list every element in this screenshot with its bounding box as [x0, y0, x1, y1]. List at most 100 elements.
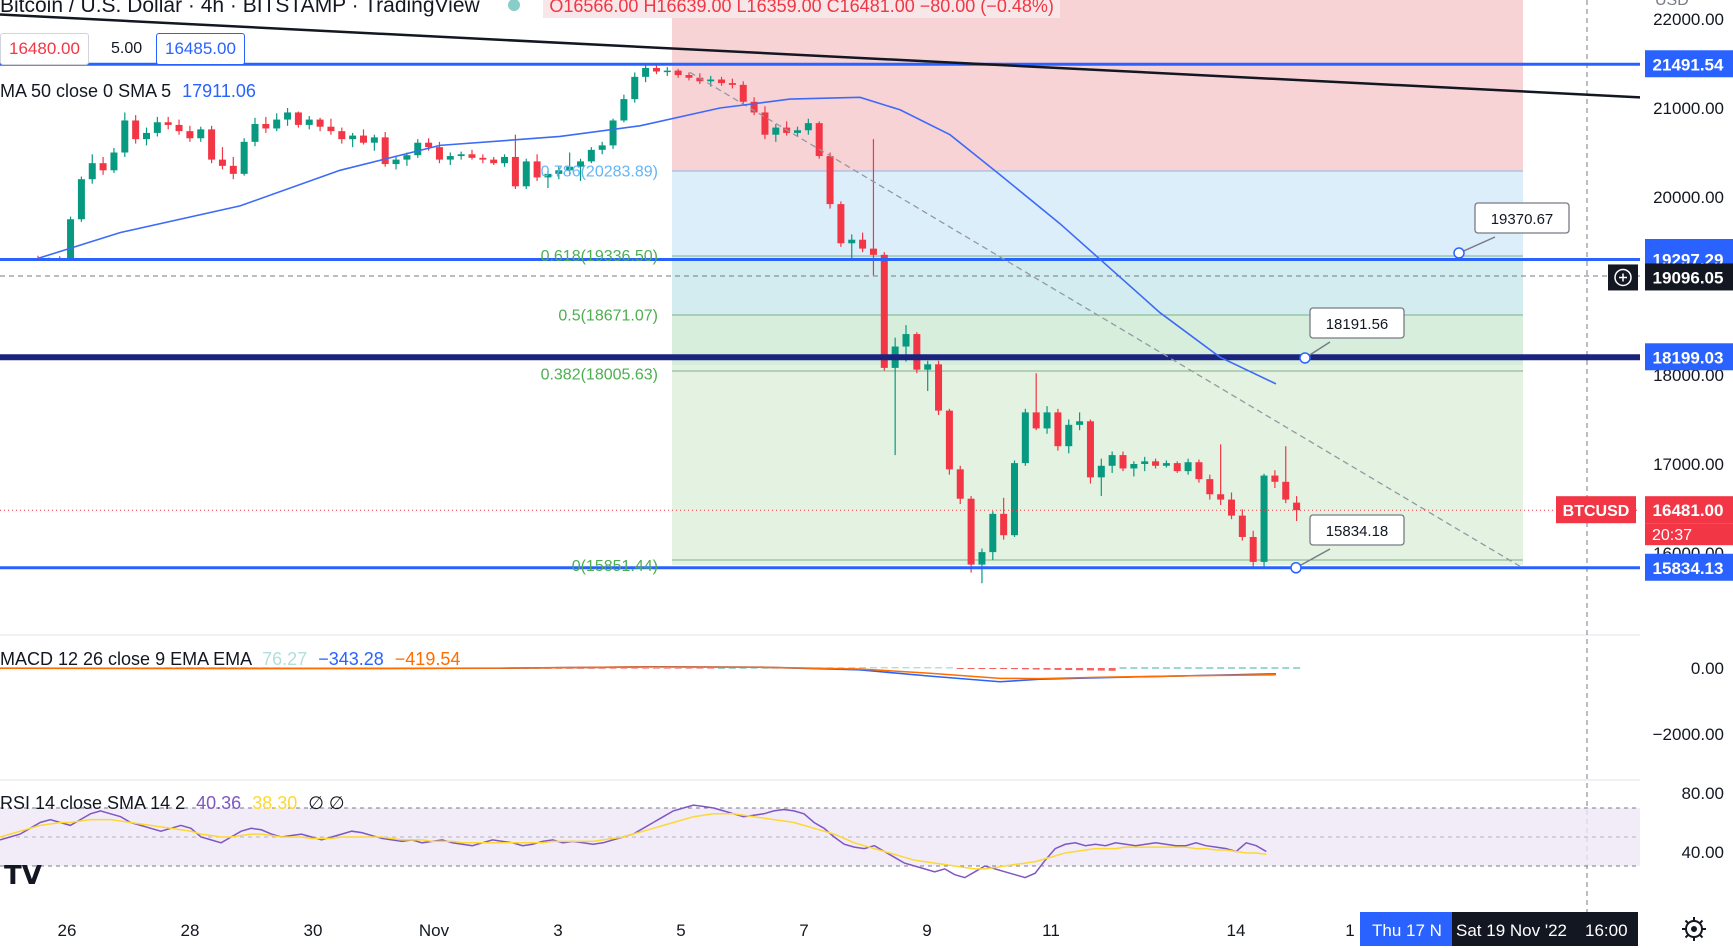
time-tooltip-partial: Thu 17 N	[1372, 921, 1442, 940]
time-tick-label: 5	[676, 921, 685, 940]
macd-histogram-bar	[761, 667, 769, 669]
time-tick-label: 14	[1227, 921, 1246, 940]
candle-body	[414, 142, 422, 156]
sell-price-button[interactable]: 16480.00	[0, 33, 89, 65]
buy-price-button[interactable]: 16485.00	[156, 33, 245, 65]
macd-histogram-bar	[837, 667, 845, 669]
candle-body	[815, 123, 823, 157]
candle-body	[869, 248, 877, 255]
candle-body	[880, 254, 888, 368]
macd-histogram-bar	[902, 667, 910, 669]
macd-histogram-bar	[685, 668, 693, 669]
rsi-value: 40.36	[196, 793, 242, 813]
candle-body	[598, 145, 606, 150]
candle-body	[110, 152, 118, 171]
candle-body	[1119, 455, 1127, 469]
rsi-extra: ∅ ∅	[308, 793, 345, 813]
candle-body	[685, 75, 693, 78]
macd-signal-value: −419.54	[394, 649, 461, 669]
macd-histogram-bar	[1162, 667, 1170, 669]
candle-body	[1282, 481, 1290, 500]
macd-histogram-bar	[913, 667, 921, 669]
candle-body	[577, 161, 584, 167]
candle-body	[804, 123, 812, 131]
macd-histogram-bar	[663, 668, 671, 669]
macd-histogram-bar	[1086, 668, 1094, 671]
market-status-icon	[507, 0, 520, 12]
price-label-box	[1645, 263, 1733, 291]
tradingview-logo-icon[interactable]: 𝗧𝗩	[4, 860, 42, 890]
candle-body	[1195, 462, 1203, 480]
macd-histogram-bar	[750, 667, 758, 669]
macd-histogram-bar	[1217, 667, 1225, 669]
add-alert-plus-circle	[1614, 268, 1632, 287]
candle-body	[1260, 475, 1268, 562]
time-tooltip-date: Sat 19 Nov '22	[1456, 921, 1567, 940]
candle-body	[121, 120, 129, 153]
macd-histogram-bar	[1108, 668, 1116, 671]
macd-histogram-bar	[1206, 667, 1214, 669]
price-tick-label: 17000.00	[1653, 455, 1724, 474]
price-label: 16481.00	[1653, 501, 1724, 520]
countdown-label: 20:37	[1652, 527, 1692, 544]
time-tooltip-time: 16:00	[1585, 921, 1628, 940]
macd-histogram-bar	[1249, 667, 1257, 669]
rsi-tick-label: 80.00	[1681, 784, 1724, 803]
candle-body	[490, 159, 498, 164]
callout-label: 15834.18	[1326, 523, 1389, 540]
ohlc-low: L16359.00	[736, 0, 822, 16]
macd-histogram-bar	[1011, 668, 1018, 670]
candle-body	[99, 163, 107, 171]
candle-body	[1076, 421, 1084, 425]
candle-body	[1032, 412, 1040, 429]
ma-value: 17911.06	[182, 81, 256, 101]
candle-body	[327, 126, 335, 132]
macd-histogram-bar	[566, 668, 574, 669]
candle-body	[739, 84, 747, 102]
callout-box	[1309, 514, 1405, 546]
candle-body	[1011, 463, 1018, 536]
callout-anchor	[1299, 352, 1311, 364]
candle-body	[143, 132, 150, 140]
macd-histogram-bar	[1119, 667, 1127, 669]
settings-gear-icon[interactable]	[1682, 917, 1706, 941]
macd-histogram-bar	[631, 668, 639, 669]
candle-body	[240, 141, 248, 174]
callout-pointer	[1458, 236, 1496, 254]
callout-anchor	[1290, 562, 1302, 574]
ohlc-readout: O16566.00 H16639.00 L16359.00 C16481.00 …	[543, 0, 1060, 18]
candle-body	[674, 70, 682, 76]
candle-body	[186, 131, 194, 139]
macd-histogram-bar	[577, 668, 584, 669]
candle-body	[457, 154, 465, 157]
macd-histogram-bar	[696, 668, 704, 669]
candle-body	[425, 142, 433, 148]
countdown-box	[1645, 523, 1733, 546]
macd-histogram-bar	[1152, 667, 1160, 669]
candle-body	[935, 364, 943, 411]
time-tick-label: 1	[1345, 921, 1354, 940]
macd-histogram-bar	[1271, 667, 1279, 669]
candle-body	[1228, 499, 1235, 516]
fib-level-label: 0.618(19336.50)	[541, 248, 658, 265]
fib-level-label: 0.5(18671.07)	[558, 307, 658, 324]
candle-body	[197, 129, 205, 139]
candle-body	[761, 112, 769, 135]
candle-body	[468, 154, 476, 158]
candle-body	[208, 129, 216, 160]
add-alert-plus-mark	[1619, 273, 1627, 282]
macd-histogram-bar	[1000, 668, 1008, 669]
price-label: 21491.54	[1653, 55, 1724, 74]
candle-body	[175, 124, 183, 132]
trend-line	[0, 13, 1641, 99]
ma-label: MA 50 close 0 SMA 5	[0, 81, 172, 101]
macd-tick-label: 0.00	[1691, 659, 1724, 678]
macd-histogram-bar	[1021, 668, 1029, 670]
macd-value: −343.28	[318, 649, 384, 669]
candle-body	[902, 334, 910, 347]
macd-histogram-bar	[1054, 668, 1062, 670]
fib-zone-upper	[672, 171, 1523, 256]
candle-body	[566, 166, 574, 171]
macd-histogram-bar	[1043, 668, 1051, 670]
